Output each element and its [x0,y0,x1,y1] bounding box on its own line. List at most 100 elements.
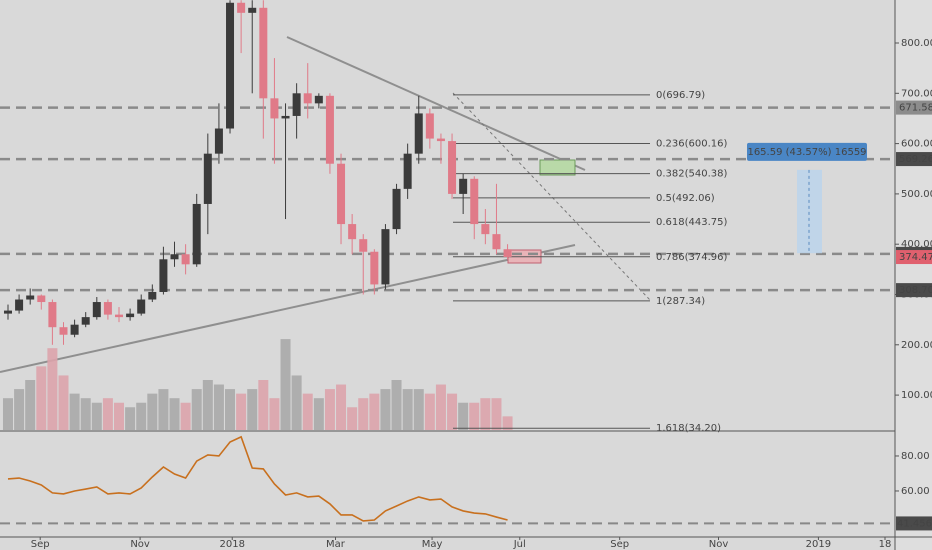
volume-bar [102,398,113,430]
volume-bar [280,339,291,430]
measure-label: 165.59 (43.57%) 16559 [747,147,866,158]
volume-bar [424,393,435,430]
x-tick-label: May [422,539,443,550]
candle-body [281,115,290,119]
x-tick-label: 18 [879,539,892,550]
volume-bar [58,375,69,430]
volume-bar [402,389,413,430]
level-label: 569.26 [899,154,932,165]
fib-label: 1.618(34.20) [656,423,721,434]
candle-body [15,299,24,311]
candle-body [26,295,35,300]
candle-body [459,178,468,194]
y-tick-label: 700.00 [901,88,932,99]
indicator-line [7,435,508,522]
volume-bar [269,398,280,430]
volume-bar [69,393,80,430]
volume-bar [502,416,513,430]
volume-bar [236,393,247,430]
y-tick-label: 100.00 [901,390,932,401]
y-tick-label: 400.00 [901,239,932,250]
volume-bar [247,389,258,430]
candle-body [381,229,390,285]
fib-label: 1(287.34) [656,296,705,307]
volume-bar [158,389,169,430]
volume-bar [458,402,469,430]
volume-bar [180,402,191,430]
candle-body [214,128,223,154]
candle-body [314,95,323,104]
volume-bar [447,393,458,430]
volume-bar [14,389,25,430]
candle-body [292,93,301,116]
x-tick-label: Mar [326,539,346,550]
candle-body [126,313,135,318]
fib-label: 0.786(374.96) [656,252,728,263]
y-tick-label: 200.00 [901,340,932,351]
volume-bar [25,380,36,430]
candle-body [259,7,268,99]
candle-body [248,7,257,13]
candle-body [192,203,201,265]
target-box [539,159,576,176]
volume-bar [313,398,324,430]
volume-bar [324,389,335,430]
volume-bar [469,402,480,430]
candle-body [103,302,112,315]
candle-body [203,153,212,204]
volume-bar [291,375,302,430]
volume-bar [480,398,491,430]
candle-body [414,113,423,154]
candle-body [470,178,479,225]
volume-bar [225,389,236,430]
trendline-down [286,36,586,171]
x-tick-label: 2018 [220,539,245,550]
y2-tick-label: 80.00 [901,451,930,462]
candle-body [303,93,312,104]
volume-bar [413,389,424,430]
volume-bar [202,380,213,430]
indicator-level-label: 41.4569 [897,518,932,529]
candle-body [170,254,179,260]
candle-body [370,251,379,285]
volume-bar [491,398,502,430]
candle-body [392,188,401,230]
candle-body [237,2,246,13]
y2-tick-label: 60.00 [901,486,930,497]
last-price-label: 374.47 [899,252,932,263]
level-label-box [896,283,932,298]
candle-body [181,254,190,265]
candle-body [92,302,101,318]
candle-body [3,310,12,314]
fib-label: 0.236(600.16) [656,139,728,150]
candle-body [226,2,235,129]
fib-label: 0.382(540.38) [656,169,728,180]
candle-body [481,224,490,235]
candle-body [59,327,68,335]
candle-body [325,95,334,164]
candle-body [70,324,79,335]
candle-body [148,291,157,300]
candle-body [159,259,168,292]
candle-body [503,249,512,258]
candle-body [270,98,279,119]
level-label-box [896,100,932,115]
trendline-up [0,244,576,373]
x-tick-label: 2019 [806,539,831,550]
level-label-box [896,152,932,167]
fib-label: 0(696.79) [656,90,705,101]
candle-body [403,153,412,189]
x-tick-label: Sep [31,539,50,550]
candle-body [348,224,357,240]
volume-bar [36,366,47,430]
volume-bar [136,402,147,430]
volume-bar [47,348,58,430]
volume-bar [2,398,13,430]
volume-bar [347,407,358,430]
candle-body [81,317,90,325]
volume-bar [380,389,391,430]
